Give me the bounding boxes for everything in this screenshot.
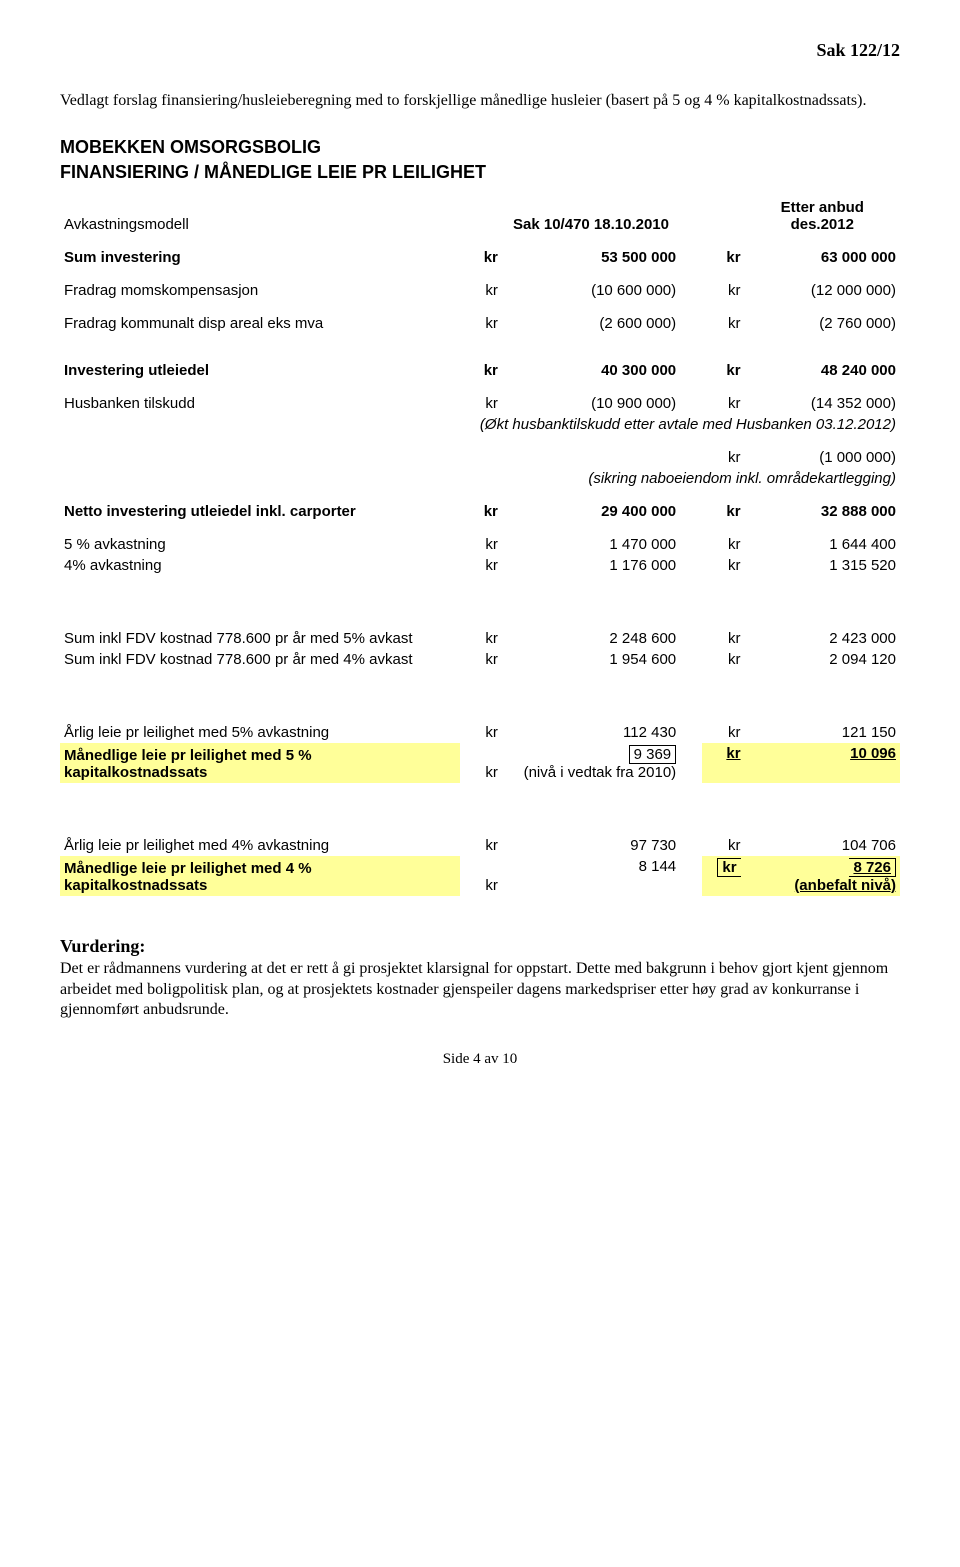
row-husbank-v1: (10 900 000) [502,393,680,414]
row-fdv4-v2: 2 094 120 [745,649,900,670]
row-annual5-v2: 121 150 [745,722,900,743]
row-avk4-v2: 1 315 520 [745,555,900,576]
kr-label: kr [460,743,502,783]
monthly4-note: (anbefalt nivå) [794,877,896,894]
kr-label: kr [460,856,502,896]
kr-label: kr [460,360,502,381]
model-label: Avkastningsmodell [60,197,460,235]
row-netto-label: Netto investering utleiedel inkl. carpor… [60,501,460,522]
monthly5-note: (nivå i vedtak fra 2010) [524,764,677,781]
intro-paragraph: Vedlagt forslag finansiering/husleiebere… [60,91,900,112]
row-monthly4-v2: 8 726 [849,858,896,877]
row-utleiedel-label: Investering utleiedel [60,360,460,381]
row-annual4-v2: 104 706 [745,835,900,856]
page-footer: Side 4 av 10 [60,1051,900,1068]
vurdering-heading: Vurdering: [60,936,900,957]
kr-label: kr [717,858,740,877]
row-monthly5-label: Månedlige leie pr leilighet med 5 % kapi… [60,743,460,783]
row-moms-v1: (10 600 000) [502,280,680,301]
row-sikring-val: (1 000 000) [745,447,900,468]
row-annual5-label: Årlig leie pr leilighet med 5% avkastnin… [60,722,460,743]
row-utleiedel-v1: 40 300 000 [502,360,680,381]
row-monthly5-v1: 9 369 [629,745,677,764]
finance-table: Avkastningsmodell Sak 10/470 18.10.2010 … [60,197,900,896]
row-kommunalt-v2: (2 760 000) [745,313,900,334]
row-monthly5-v2: 10 096 [745,743,900,783]
row-avk4-label: 4% avkastning [60,555,460,576]
case-number: Sak 122/12 [60,40,900,61]
sikring-note: (sikring naboeiendom inkl. områdekartleg… [60,468,900,489]
kr-label: kr [702,360,744,381]
row-fdv4-label: Sum inkl FDV kostnad 778.600 pr år med 4… [60,649,460,670]
row-moms-label: Fradrag momskompensasjon [60,280,460,301]
kr-label: kr [702,743,744,783]
kr-label: kr [702,722,744,743]
kr-label: kr [460,649,502,670]
kr-label: kr [702,628,744,649]
kr-label: kr [702,835,744,856]
kr-label: kr [460,501,502,522]
row-monthly4-label: Månedlige leie pr leilighet med 4 % kapi… [60,856,460,896]
row-sum-invest-label: Sum investering [60,247,460,268]
row-netto-v2: 32 888 000 [745,501,900,522]
row-husbank-label: Husbanken tilskudd [60,393,460,414]
col1-header: Sak 10/470 18.10.2010 [502,197,680,235]
kr-label: kr [702,313,744,334]
kr-label: kr [702,534,744,555]
row-fdv5-v2: 2 423 000 [745,628,900,649]
title-line-1: MOBEKKEN OMSORGSBOLIG [60,137,900,158]
kr-label: kr [702,393,744,414]
row-avk5-v1: 1 470 000 [502,534,680,555]
row-annual4-label: Årlig leie pr leilighet med 4% avkastnin… [60,835,460,856]
kr-label: kr [460,555,502,576]
col2-header: Etter anbud des.2012 [745,197,900,235]
row-fdv4-v1: 1 954 600 [502,649,680,670]
row-utleiedel-v2: 48 240 000 [745,360,900,381]
row-moms-v2: (12 000 000) [745,280,900,301]
kr-label: kr [702,447,744,468]
row-sum-invest-v2: 63 000 000 [745,247,900,268]
row-annual5-v1: 112 430 [502,722,680,743]
kr-label: kr [702,247,744,268]
title-line-2: FINANSIERING / MÅNEDLIGE LEIE PR LEILIGH… [60,162,900,183]
kr-label: kr [460,247,502,268]
kr-label: kr [702,501,744,522]
row-monthly4-v1: 8 144 [502,856,680,896]
kr-label: kr [460,628,502,649]
row-netto-v1: 29 400 000 [502,501,680,522]
kr-label: kr [702,555,744,576]
kr-label: kr [702,649,744,670]
vurdering-text: Det er rådmannens vurdering at det er re… [60,959,900,1021]
row-avk5-v2: 1 644 400 [745,534,900,555]
kr-label: kr [460,393,502,414]
kr-label: kr [702,280,744,301]
row-avk4-v1: 1 176 000 [502,555,680,576]
row-kommunalt-label: Fradrag kommunalt disp areal eks mva [60,313,460,334]
row-sum-invest-v1: 53 500 000 [502,247,680,268]
kr-label: kr [460,313,502,334]
row-avk5-label: 5 % avkastning [60,534,460,555]
husbank-note: (Økt husbanktilskudd etter avtale med Hu… [60,414,900,435]
kr-label: kr [460,534,502,555]
row-annual4-v1: 97 730 [502,835,680,856]
row-kommunalt-v1: (2 600 000) [502,313,680,334]
row-fdv5-v1: 2 248 600 [502,628,680,649]
row-fdv5-label: Sum inkl FDV kostnad 778.600 pr år med 5… [60,628,460,649]
kr-label: kr [460,280,502,301]
kr-label: kr [460,835,502,856]
kr-label: kr [460,722,502,743]
row-husbank-v2: (14 352 000) [745,393,900,414]
